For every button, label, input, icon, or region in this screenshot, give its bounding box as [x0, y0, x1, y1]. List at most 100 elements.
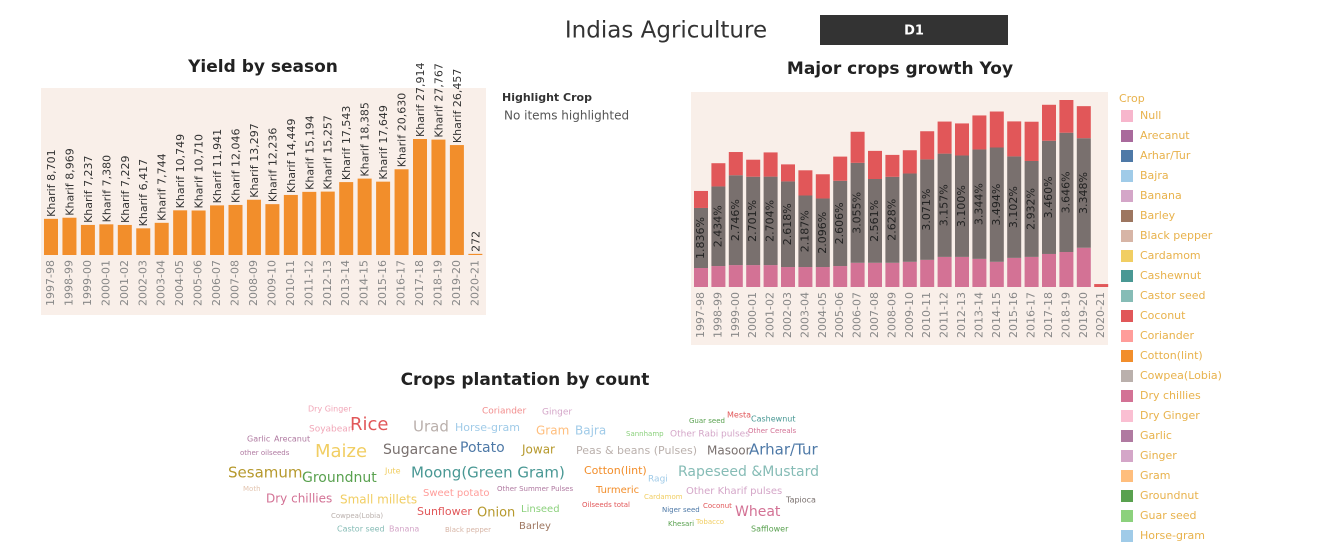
bar-segment: [711, 186, 726, 267]
x-tick-label: 2002-03: [781, 292, 794, 338]
legend-label[interactable]: Bajra: [1140, 169, 1169, 182]
legend-label[interactable]: Gram: [1140, 469, 1171, 482]
legend-swatch[interactable]: [1121, 390, 1133, 402]
legend-label[interactable]: Guar seed: [1140, 509, 1197, 522]
legend-swatch[interactable]: [1121, 150, 1133, 162]
legend-label[interactable]: Dry Ginger: [1140, 409, 1200, 422]
bar: [320, 191, 335, 255]
value-label: 12,236: [266, 128, 279, 167]
legend-swatch[interactable]: [1121, 270, 1133, 282]
legend-label[interactable]: Castor seed: [1140, 289, 1205, 302]
legend-label[interactable]: Cardamom: [1140, 249, 1201, 262]
legend-swatch[interactable]: [1121, 370, 1133, 382]
legend-swatch[interactable]: [1121, 330, 1133, 342]
x-tick-label: 2004-05: [816, 292, 829, 338]
filter-button[interactable]: D1: [820, 15, 1008, 45]
season-label: Kharif: [248, 164, 261, 198]
legend-swatch[interactable]: [1121, 190, 1133, 202]
legend-label[interactable]: Arhar/Tur: [1140, 149, 1191, 162]
legend-swatch[interactable]: [1121, 170, 1133, 182]
bar-segment: [833, 180, 848, 267]
x-tick-label: 2017-18: [413, 260, 426, 306]
bar-segment: [989, 147, 1004, 262]
x-tick-label: 2009-10: [265, 260, 278, 306]
legend-label[interactable]: Cotton(lint): [1140, 349, 1203, 362]
value-label: 2.704%: [764, 200, 777, 242]
x-tick-label: 2016-17: [395, 260, 408, 306]
legend-swatch[interactable]: [1121, 510, 1133, 522]
bar: [210, 205, 225, 255]
legend-label[interactable]: Dry chillies: [1140, 389, 1201, 402]
bar-segment: [728, 265, 743, 287]
legend-label[interactable]: Cashewnut: [1140, 269, 1202, 282]
x-tick-label: 2007-08: [868, 292, 881, 338]
word: Sweet potato: [423, 488, 489, 499]
value-label: 26,457: [451, 69, 464, 108]
legend-label[interactable]: Arecanut: [1140, 129, 1190, 142]
bar-segment: [1024, 121, 1039, 161]
bar: [431, 139, 446, 255]
x-tick-label: 2004-05: [173, 260, 186, 306]
legend-label[interactable]: Cowpea(Lobia): [1140, 369, 1222, 382]
legend-label[interactable]: Coriander: [1140, 329, 1194, 342]
bar: [136, 228, 151, 255]
legend-swatch[interactable]: [1121, 130, 1133, 142]
legend-label[interactable]: Black pepper: [1140, 229, 1213, 242]
legend-swatch[interactable]: [1121, 490, 1133, 502]
x-tick-label: 1998-99: [62, 260, 75, 306]
plot-background: [41, 88, 486, 315]
value-label: 8,969: [63, 148, 76, 180]
bar-segment: [763, 265, 778, 287]
legend-swatch[interactable]: [1121, 410, 1133, 422]
legend-swatch[interactable]: [1121, 450, 1133, 462]
legend-swatch[interactable]: [1121, 430, 1133, 442]
x-tick-label: 2017-18: [1042, 292, 1055, 338]
legend-swatch[interactable]: [1121, 290, 1133, 302]
legend-label[interactable]: Banana: [1140, 189, 1182, 202]
word: Dry chillies: [266, 492, 332, 506]
legend-swatch[interactable]: [1121, 310, 1133, 322]
filter-button-label[interactable]: D1: [904, 24, 924, 39]
bar-segment: [955, 256, 969, 287]
word: Other Rabi pulses: [670, 430, 750, 440]
legend-swatch[interactable]: [1121, 230, 1133, 242]
bar-segment: [1076, 106, 1091, 139]
legend-swatch[interactable]: [1121, 110, 1133, 122]
legend-swatch[interactable]: [1121, 470, 1133, 482]
legend-swatch[interactable]: [1121, 530, 1133, 542]
value-label: 3.344%: [972, 183, 985, 225]
legend-label[interactable]: Barley: [1140, 209, 1176, 222]
season-label: Kharif: [45, 183, 58, 217]
bar-segment: [1076, 247, 1091, 287]
value-label: 2.628%: [885, 199, 898, 241]
value-label: 3.071%: [920, 189, 933, 231]
filter-button-bg[interactable]: [820, 15, 1008, 45]
legend-label[interactable]: Coconut: [1140, 309, 1186, 322]
value-label: 18,385: [359, 102, 372, 141]
word: Masoor: [707, 444, 751, 458]
bar-segment: [972, 149, 987, 259]
legend-swatch[interactable]: [1121, 350, 1133, 362]
value-label: 7,229: [119, 155, 132, 187]
legend-label[interactable]: Ginger: [1140, 449, 1177, 462]
x-tick-label: 2003-04: [798, 292, 811, 338]
word: Ginger: [542, 408, 572, 418]
word: Other Cereals: [748, 427, 797, 435]
season-label: Kharif: [322, 156, 335, 190]
legend-label[interactable]: Groundnut: [1140, 489, 1199, 502]
legend-label[interactable]: Null: [1140, 109, 1161, 122]
value-label: 3.646%: [1059, 171, 1072, 213]
legend-label[interactable]: Garlic: [1140, 429, 1172, 442]
legend-label[interactable]: Horse-gram: [1140, 529, 1205, 542]
legend-swatch[interactable]: [1121, 210, 1133, 222]
word: Gram: [536, 424, 569, 438]
season-label: Kharif: [285, 159, 298, 193]
bar: [449, 145, 464, 255]
word: Linseed: [521, 504, 560, 515]
legend-swatch[interactable]: [1121, 250, 1133, 262]
x-tick-label: 2020-21: [1094, 292, 1107, 338]
x-tick-label: 2001-02: [118, 260, 131, 306]
bar-segment: [781, 164, 795, 182]
